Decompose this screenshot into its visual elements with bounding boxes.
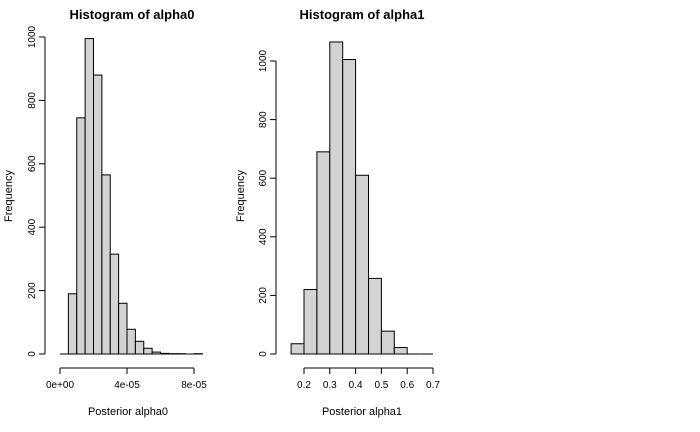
- y-tick-label: 200: [258, 287, 269, 304]
- y-tick-label: 400: [258, 228, 269, 245]
- y-axis-label: Frequency: [235, 170, 247, 222]
- histogram-bar: [342, 59, 357, 355]
- histogram-bar: [316, 151, 331, 355]
- y-axis: 0 200 400 600 800 1000: [258, 49, 277, 357]
- x-tick-label: 4e-05: [114, 380, 140, 391]
- histogram-bar: [393, 347, 408, 355]
- x-axis-label: Posterior alpha0: [88, 406, 168, 418]
- y-tick-label: 1000: [27, 25, 38, 48]
- histogram-bar: [355, 174, 370, 355]
- y-tick-label: 400: [27, 218, 38, 235]
- chart-title: Histogram of alpha0: [70, 7, 195, 22]
- histogram-bar: [126, 328, 136, 355]
- histogram-bars: [290, 41, 433, 355]
- y-tick-label: 800: [258, 111, 269, 128]
- x-axis: 0e+00 4e-05 8e-05: [46, 367, 207, 391]
- x-tick-label: 0.2: [297, 380, 311, 391]
- histogram-bar: [101, 174, 111, 355]
- histogram-panel-alpha1: Histogram of alpha1 Posterior alpha1 Fre…: [235, 7, 440, 418]
- histogram-bar: [303, 289, 318, 355]
- x-tick-label: 0e+00: [46, 380, 75, 391]
- histogram-bar: [84, 38, 95, 355]
- chart-title: Histogram of alpha1: [300, 7, 425, 22]
- x-axis-label: Posterior alpha1: [322, 406, 402, 418]
- y-axis-label: Frequency: [3, 170, 15, 222]
- x-tick-label: 0.4: [349, 380, 363, 391]
- x-tick-label: 0.6: [400, 380, 414, 391]
- histogram-bar: [76, 117, 86, 355]
- y-tick-label: 600: [258, 169, 269, 186]
- histogram-panel-alpha0: Histogram of alpha0 Posterior alpha0 Fre…: [3, 7, 207, 418]
- histogram-bar: [380, 330, 395, 355]
- y-tick-label: 800: [27, 92, 38, 109]
- histogram-bar: [118, 302, 128, 355]
- histogram-bar: [143, 347, 153, 355]
- histogram-bar: [109, 253, 120, 355]
- x-axis: 0.2 0.3 0.4 0.5 0.6 0.7: [297, 367, 440, 391]
- histogram-bar: [134, 340, 145, 355]
- y-tick-label: 0: [27, 351, 38, 357]
- histogram-bar: [67, 293, 78, 355]
- histogram-bar: [329, 41, 344, 355]
- histogram-bar: [151, 351, 162, 355]
- x-tick-label: 0.3: [323, 380, 337, 391]
- x-tick-label: 0.7: [426, 380, 440, 391]
- histogram-bar: [368, 277, 382, 355]
- histogram-bar: [93, 74, 103, 355]
- histogram-bar: [160, 352, 170, 355]
- histogram-bars: [60, 38, 203, 355]
- histogram-bar: [290, 343, 305, 355]
- y-tick-label: 600: [27, 155, 38, 172]
- y-tick-label: 0: [258, 351, 269, 357]
- y-tick-label: 1000: [258, 49, 269, 72]
- x-tick-label: 0.5: [374, 380, 388, 391]
- y-axis: 0 200 400 600 800 1000: [27, 25, 46, 357]
- y-tick-label: 200: [27, 282, 38, 299]
- x-tick-label: 8e-05: [181, 380, 207, 391]
